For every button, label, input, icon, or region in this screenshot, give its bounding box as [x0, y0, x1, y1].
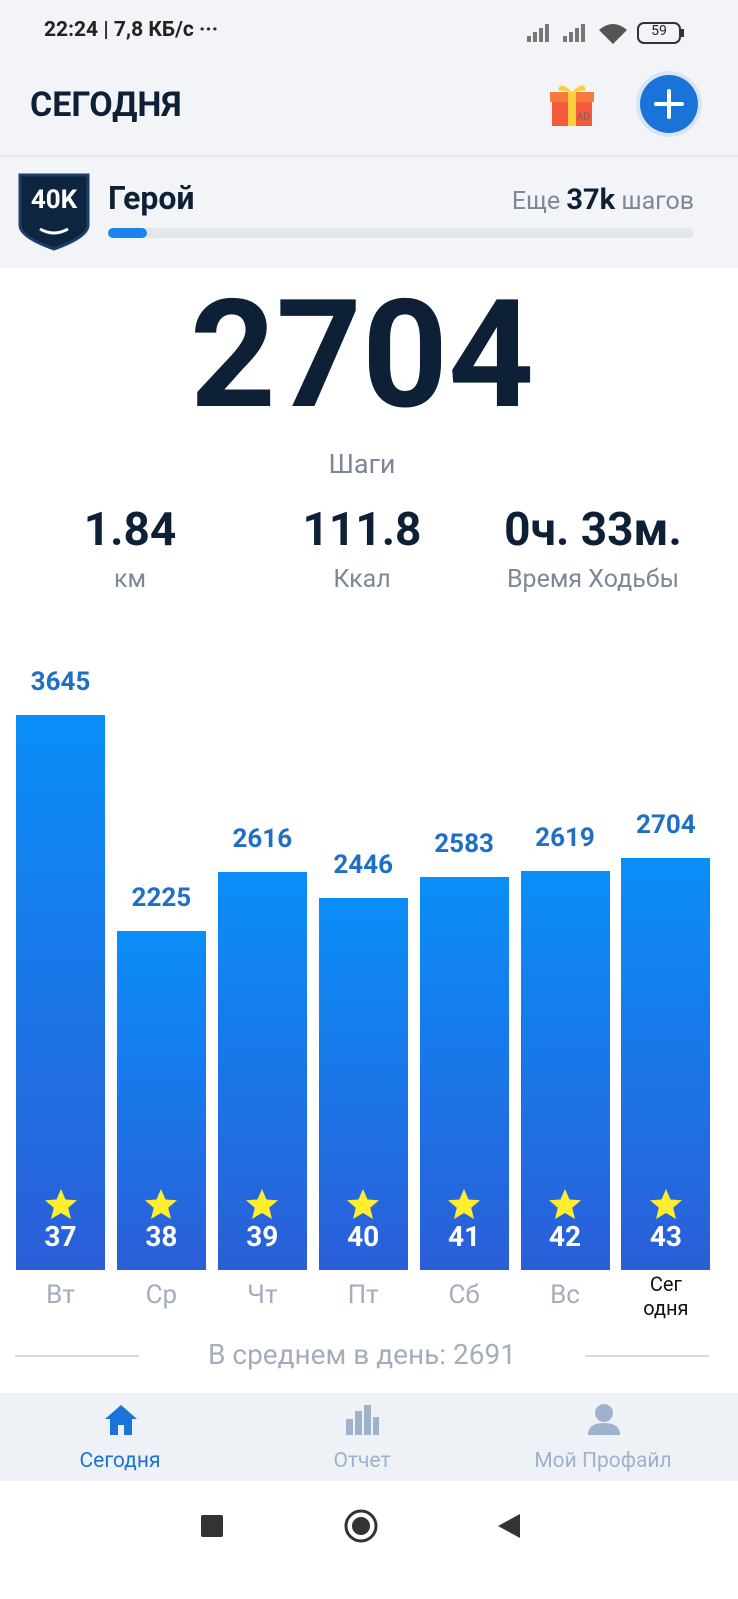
tab[interactable]: Сегодня [79, 1449, 161, 1473]
day-label: Вт [46, 1280, 75, 1310]
star-icon [246, 1189, 279, 1219]
star-icon [448, 1189, 481, 1219]
navigation-bar [0, 1481, 738, 1599]
stat-value: 0ч. 33м. [504, 503, 682, 557]
remaining-suffix: шагов [621, 187, 694, 216]
stat-value: 1.84 [83, 503, 177, 557]
star-label: 37 [44, 1220, 77, 1253]
level-badge-shape [18, 173, 90, 251]
star-icon [549, 1189, 581, 1219]
bar-value-label: 2619 [535, 823, 595, 854]
network-speed: 7,8 КБ/с [113, 18, 194, 42]
steps-label: Шаги [328, 448, 396, 480]
day-label: Сег одня [643, 1272, 689, 1320]
time: 22:24 [44, 18, 99, 42]
day-label: Пт [347, 1280, 379, 1310]
star [44, 1189, 77, 1219]
clock: 22:24 | 7,8 КБ/с ··· [44, 18, 219, 42]
ad-label: AD [577, 112, 591, 123]
stat-label: Ккал [333, 565, 391, 594]
star-icon [649, 1189, 682, 1219]
nav-buttons [201, 1509, 520, 1543]
day-label: Вс [550, 1280, 580, 1310]
star-icon [145, 1189, 178, 1219]
day-label: Сб [448, 1280, 480, 1310]
page-title: СЕГОДНЯ [30, 85, 182, 125]
tab[interactable]: Отчет [333, 1449, 391, 1473]
star-icon [44, 1189, 77, 1219]
profile-icon [588, 1404, 620, 1435]
tab-bar: Сегодня Отчет Мой Профайл [0, 1393, 738, 1481]
star [649, 1189, 682, 1219]
header: СЕГОДНЯ AD [0, 65, 738, 157]
bar [16, 715, 105, 1270]
star-label: 42 [548, 1220, 582, 1253]
star [145, 1189, 178, 1219]
star-icon [347, 1189, 380, 1219]
progress-fill [108, 228, 148, 238]
remaining-prefix: Еще [511, 187, 561, 216]
star-label: 39 [246, 1220, 279, 1253]
steps-count: 2704 [189, 267, 535, 443]
stat-value: 111.8 [302, 503, 422, 557]
level-remaining: Еще 37k шагов [512, 183, 694, 217]
status-icons [527, 22, 684, 44]
star [549, 1189, 581, 1219]
divider [15, 1355, 139, 1357]
star [347, 1189, 380, 1219]
home-icon [105, 1405, 137, 1435]
star [448, 1189, 481, 1219]
weekly-chart: 3645 37 Вт 2225 38 Ср 2616 39 Чт 2446 40 Пт 2583 41 Сб… [0, 640, 738, 1340]
star-label: 43 [649, 1220, 682, 1253]
bar-value-label: 2225 [131, 883, 192, 914]
battery-level: 59 [651, 23, 667, 39]
day-label: Чт [247, 1280, 278, 1310]
progress-track [108, 228, 694, 238]
stat-label: км [113, 565, 147, 594]
gift-button[interactable] [548, 80, 598, 130]
remaining-value: 37k [566, 183, 616, 217]
tab[interactable]: Мой Профайл [534, 1449, 672, 1473]
bar-value-label: 2616 [232, 823, 293, 854]
status-bar: 22:24 | 7,8 КБ/с ··· 59 [0, 0, 738, 65]
star-label: 40 [347, 1220, 380, 1253]
level-name: Герой [108, 179, 195, 217]
bar-value-label: 2704 [636, 810, 696, 841]
level-card: 40K Герой Еще 37k шагов [0, 157, 738, 268]
bar-value-label: 2583 [434, 828, 494, 859]
divider [585, 1355, 709, 1357]
star [246, 1189, 279, 1219]
day-label: Ср [145, 1280, 178, 1310]
bar-value-label: 3645 [30, 667, 91, 697]
add-button[interactable] [634, 69, 704, 139]
star-label: 41 [448, 1220, 481, 1253]
stat-label: Время Ходьбы [506, 565, 680, 594]
star-label: 38 [145, 1220, 178, 1253]
level-badge: 40K [30, 185, 78, 215]
bar-value-label: 2446 [333, 849, 394, 880]
report-icon [346, 1405, 379, 1435]
daily-average: В среднем в день: 2691 [208, 1338, 516, 1371]
bar [116, 931, 206, 1270]
